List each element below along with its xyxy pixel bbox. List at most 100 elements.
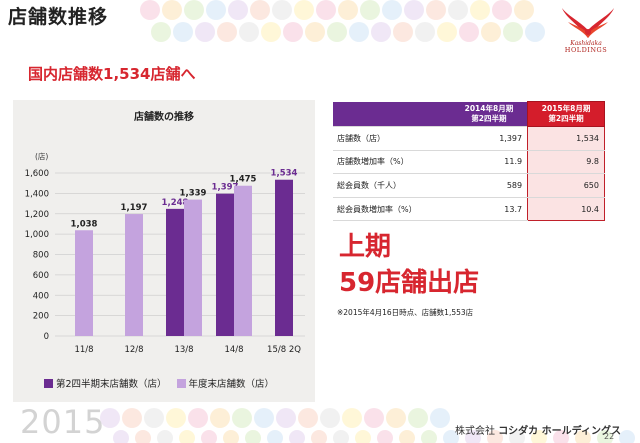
decorative-dot — [195, 22, 215, 42]
decorative-dot — [393, 22, 413, 42]
y-tick-label: 400 — [33, 291, 49, 301]
decorative-dot — [349, 22, 369, 42]
decorative-dot — [320, 408, 340, 428]
legend-item-quarter: 第2四半期末店舗数（店） — [44, 376, 167, 390]
decorative-dot — [305, 22, 325, 42]
x-tick-label: 13/8 — [174, 345, 193, 355]
decorative-dot — [294, 0, 314, 20]
row-prev-value: 13.7 — [450, 197, 528, 222]
decorative-dot — [448, 0, 468, 20]
decorative-dot — [316, 0, 336, 20]
footer-year: 2015 — [20, 403, 106, 441]
row-curr-value: 650 — [527, 173, 605, 198]
table-header-prev: 2014年8月期 第2四半期 — [450, 101, 528, 127]
bar-yearend — [125, 214, 143, 336]
decorative-dot — [144, 408, 164, 428]
decorative-dot — [135, 430, 151, 443]
decorative-dot — [250, 0, 270, 20]
decorative-dot — [619, 430, 635, 443]
decorative-dot — [254, 408, 274, 428]
highlight-note: ※2015年4月16日時点、店舗数1,553店 — [337, 308, 474, 317]
y-tick-label: 200 — [33, 312, 49, 322]
kashidaka-logo-icon — [562, 8, 614, 38]
x-tick-label: 12/8 — [124, 345, 143, 355]
decorative-dot — [157, 430, 173, 443]
decorative-dot — [283, 22, 303, 42]
decorative-dot — [386, 408, 406, 428]
decorative-dot — [166, 408, 186, 428]
page-title: 店舗数推移 — [8, 6, 109, 28]
decorative-dot — [113, 430, 129, 443]
legend-label-yearend: 年度末店舗数（店） — [188, 379, 275, 390]
decorative-dot — [465, 430, 481, 443]
decorative-dot — [514, 0, 534, 20]
footer-company-prefix: 株式会社 — [455, 426, 495, 437]
chart-legend: 第2四半期末店舗数（店） 年度末店舗数（店） — [44, 376, 274, 390]
highlight-period: 上期 — [339, 232, 392, 262]
decorative-dot — [311, 430, 327, 443]
legend-swatch-yearend — [176, 378, 186, 388]
store-count-bar-chart: (店) 0 200 400 600 800 1,000 1,200 1,400 1,600 11/8… — [25, 151, 305, 355]
decorative-dot — [276, 408, 296, 428]
row-label: 店舗数増加率（%） — [333, 150, 451, 175]
y-axis-unit-label: (店) — [35, 151, 48, 161]
row-curr-value: 9.8 — [527, 150, 605, 175]
bar-quarter — [275, 179, 293, 336]
footer-company-name: コシダカ ホールディングス — [498, 426, 621, 437]
decorative-dot — [509, 430, 525, 443]
decorative-dot — [289, 430, 305, 443]
decorative-dot — [575, 430, 591, 443]
decorative-dot — [430, 408, 450, 428]
decorative-dot — [261, 22, 281, 42]
decorative-dot — [342, 408, 362, 428]
decorative-dot — [487, 430, 503, 443]
decorative-dot — [228, 0, 248, 20]
table-row: 総会員数（千人） 589 650 — [333, 173, 605, 198]
table-header-prev-line2: 第2四半期 — [471, 113, 507, 123]
decorative-dot — [399, 430, 415, 443]
data-label-yearend: 1,475 — [230, 175, 257, 185]
row-curr-value: 10.4 — [527, 197, 605, 222]
bar-quarter — [216, 193, 234, 336]
decorative-dot — [333, 430, 349, 443]
row-label: 店舗数（店） — [333, 126, 451, 151]
row-label: 総会員数増加率（%） — [333, 197, 451, 222]
row-prev-value: 11.9 — [450, 150, 528, 175]
decorative-dot — [338, 0, 358, 20]
decorative-dot — [173, 22, 193, 42]
decorative-dot — [503, 22, 523, 42]
bar-quarter — [166, 208, 184, 336]
metrics-table: 2014年8月期 第2四半期 2015年8月期 第2四半期 店舗数（店） 1,3… — [333, 101, 605, 222]
decorative-dot — [371, 22, 391, 42]
decorative-dot — [377, 430, 393, 443]
y-tick-label: 1,200 — [25, 210, 49, 220]
decorative-dot — [201, 430, 217, 443]
decorative-dot — [210, 408, 230, 428]
table-header-row: 2014年8月期 第2四半期 2015年8月期 第2四半期 — [333, 101, 605, 127]
decorative-dot — [100, 408, 120, 428]
decorative-dot — [443, 430, 459, 443]
decorative-dot — [364, 408, 384, 428]
footer-company: 株式会社 コシダカ ホールディングス — [455, 422, 621, 437]
chart-title: 店舗数の推移 — [134, 112, 194, 123]
decorative-dot — [437, 22, 457, 42]
chart-panel — [13, 100, 315, 402]
decorative-dot — [408, 408, 428, 428]
x-tick-label: 14/8 — [224, 345, 243, 355]
decorative-dot — [327, 22, 347, 42]
table-header-curr-line2: 第2四半期 — [548, 114, 584, 123]
decorative-dot — [272, 0, 292, 20]
table-header-blank — [333, 101, 451, 127]
decorative-dot — [267, 430, 283, 443]
decorative-dot — [415, 22, 435, 42]
decorative-dot — [122, 408, 142, 428]
y-tick-label: 800 — [33, 251, 49, 261]
legend-swatch-quarter — [44, 378, 53, 388]
data-label-yearend: 1,038 — [71, 219, 98, 229]
row-prev-value: 1,397 — [450, 126, 528, 151]
data-label-quarter: 1,397 — [212, 183, 239, 193]
decorative-dot — [553, 430, 569, 443]
data-label-yearend: 1,197 — [121, 203, 148, 213]
decorative-dot — [421, 430, 437, 443]
decorative-dot — [298, 408, 318, 428]
